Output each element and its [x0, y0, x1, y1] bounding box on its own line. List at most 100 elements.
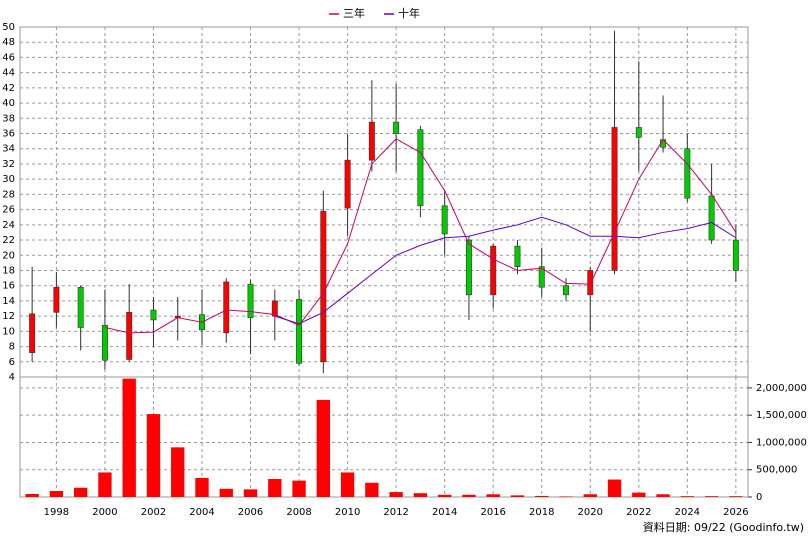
volume-bar: [98, 472, 112, 497]
x-tick-label: 2016: [480, 507, 505, 518]
y-tick-label: 500,000: [756, 465, 797, 476]
candle-body: [271, 300, 278, 317]
x-tick-label: 2014: [432, 507, 457, 518]
volume-panel: [19, 376, 749, 498]
volume-bar: [632, 492, 646, 497]
y-tick-label: 30: [2, 174, 15, 185]
volume-bar: [316, 399, 331, 497]
volume-bar: [340, 472, 355, 497]
volume-bar: [656, 494, 670, 497]
y-tick-label: 34: [2, 144, 15, 155]
volume-bar: [583, 494, 597, 497]
candle-body: [441, 205, 448, 235]
y-tick-label: 8: [9, 342, 15, 353]
volume-bar: [535, 495, 549, 497]
candle-body: [320, 210, 327, 363]
volume-bar: [559, 496, 573, 497]
y-tick-label: 48: [2, 37, 15, 48]
volume-bar: [437, 494, 452, 497]
volume-bar: [462, 494, 476, 497]
price-panel: [19, 26, 749, 378]
y-tick-label: 36: [2, 129, 15, 140]
volume-bar: [146, 414, 161, 497]
y-tick-label: 24: [2, 220, 15, 231]
candle-body: [514, 245, 521, 267]
volume-bar: [607, 479, 622, 497]
y-tick-label: 44: [2, 68, 15, 79]
ma-line: [104, 138, 737, 334]
candle-body: [296, 299, 303, 364]
volume-bar: [292, 480, 306, 497]
volume-bar: [729, 496, 743, 497]
candle-body: [368, 121, 375, 161]
y-tick-label: 12: [2, 311, 15, 322]
candle-body: [538, 266, 545, 288]
y-tick-label: 0: [756, 492, 762, 503]
volume-bar: [486, 494, 500, 497]
x-tick-label: 2018: [529, 507, 554, 518]
candle-body: [563, 285, 569, 296]
volume-bar: [389, 492, 403, 497]
y-tick-label: 14: [2, 296, 15, 307]
volume-bar: [365, 482, 379, 497]
volume-bar: [122, 378, 136, 497]
x-tick-label: 2022: [626, 507, 651, 518]
volume-bar: [219, 488, 233, 497]
y-tick-label: 28: [2, 189, 15, 200]
volume-bar: [243, 489, 258, 497]
volume-bar: [49, 491, 64, 497]
x-tick-label: 1998: [44, 507, 69, 518]
volume-bar: [704, 496, 719, 497]
y-tick-label: 22: [2, 235, 15, 246]
candle-body: [587, 270, 594, 296]
y-tick-label: 16: [2, 281, 15, 292]
x-tick-label: 2000: [92, 507, 117, 518]
y-tick-label: 20: [2, 250, 15, 261]
candle-body: [708, 195, 715, 241]
candle-body: [29, 313, 36, 353]
x-tick-label: 2006: [238, 507, 263, 518]
candle-body: [223, 281, 230, 334]
y-tick-label: 38: [2, 113, 15, 124]
footnote: 資料日期: 09/22 (Goodinfo.tw): [643, 520, 804, 534]
candle-body: [53, 286, 60, 313]
volume-bar: [510, 495, 525, 497]
candle-body: [465, 239, 472, 296]
y-tick-label: 40: [2, 98, 15, 109]
y-tick-label: 46: [2, 52, 15, 63]
x-tick-label: 2026: [723, 507, 748, 518]
candle-body: [77, 286, 84, 328]
candle-body: [490, 245, 497, 296]
x-tick-label: 2024: [675, 507, 700, 518]
candle-body: [344, 159, 351, 209]
x-tick-label: 2004: [189, 507, 214, 518]
ma-line: [274, 216, 737, 325]
candle-body: [611, 127, 618, 271]
candle-body: [126, 312, 133, 360]
volume-bar: [73, 487, 88, 497]
volume-bar: [25, 494, 39, 497]
volume-bar: [413, 493, 428, 497]
candle-body: [150, 309, 157, 321]
x-tick-label: 2012: [383, 507, 408, 518]
y-tick-label: 6: [9, 357, 15, 368]
candle-body: [247, 283, 254, 318]
legend-label: 三年: [343, 6, 365, 20]
candle-body: [101, 324, 108, 361]
candle-body: [417, 129, 424, 207]
y-tick-label: 4: [9, 372, 15, 383]
y-tick-label: 1,000,000: [756, 437, 807, 448]
y-tick-label: 2,000,000: [756, 383, 807, 394]
y-tick-label: 42: [2, 83, 15, 94]
candle-body: [393, 121, 400, 134]
y-tick-label: 26: [2, 205, 15, 216]
x-tick-label: 2002: [141, 507, 166, 518]
legend-label: 十年: [398, 6, 420, 20]
volume-bar: [268, 479, 282, 497]
x-tick-label: 2010: [335, 507, 360, 518]
volume-bar: [171, 447, 185, 497]
candle-body: [684, 148, 691, 199]
x-tick-label: 2020: [578, 507, 603, 518]
y-tick-label: 50: [2, 22, 15, 33]
